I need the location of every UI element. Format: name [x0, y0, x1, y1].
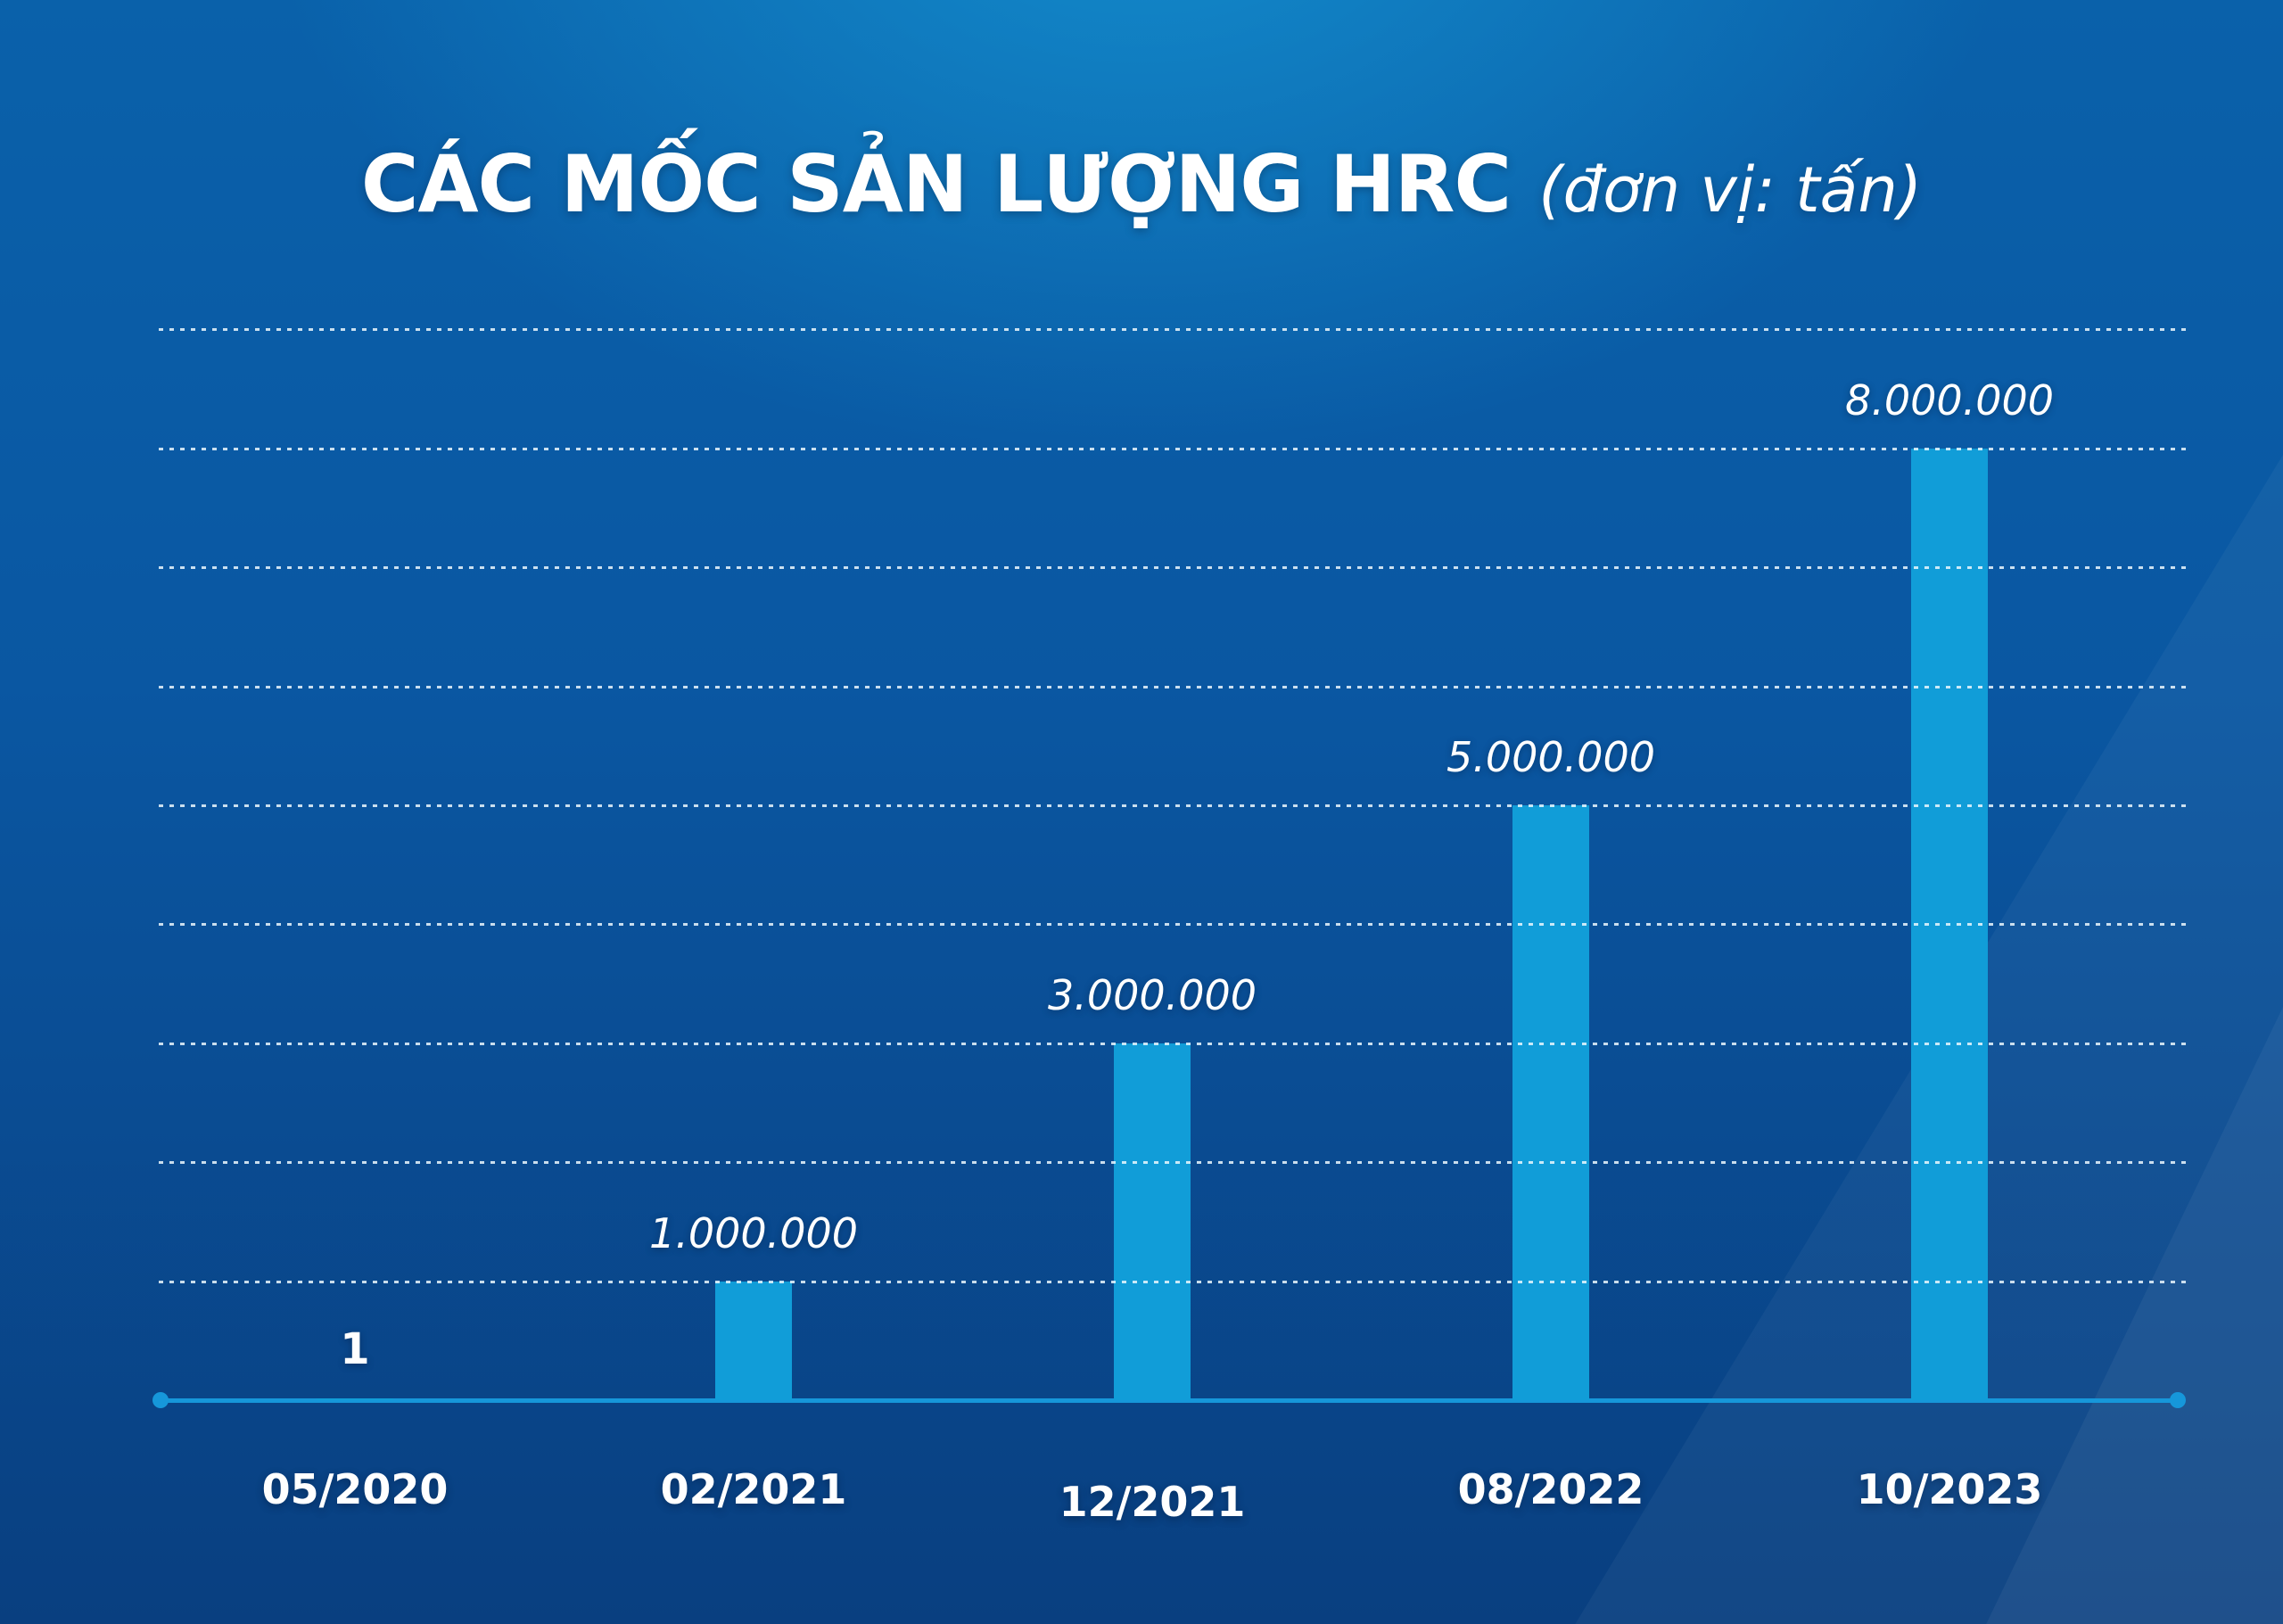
value-label-05-2020: 1 — [340, 1324, 370, 1375]
x-axis-left-dot — [152, 1392, 169, 1408]
chart-title: CÁC MỐC SẢN LƯỢNG HRC (đơn vị: tấn) — [361, 136, 1922, 234]
category-label-08-2022: 08/2022 — [1457, 1465, 1644, 1513]
gridline-4m — [159, 923, 2189, 927]
value-label-10-2023: 8.000.000 — [1844, 376, 2055, 425]
value-label-12-2021: 3.000.000 — [1047, 971, 1257, 1020]
gridline-2m — [159, 1161, 2189, 1165]
gridline-3m — [159, 1042, 2189, 1045]
category-label-05-2020: 05/2020 — [261, 1465, 449, 1513]
bar-02-2021 — [715, 1281, 792, 1400]
value-label-02-2021: 1.000.000 — [648, 1209, 859, 1258]
bar-12-2021 — [1114, 1043, 1191, 1400]
category-label-10-2023: 10/2023 — [1856, 1465, 2043, 1513]
value-label-08-2022: 5.000.000 — [1446, 733, 1656, 782]
gridline-9m — [159, 328, 2189, 332]
category-label-02-2021: 02/2021 — [660, 1465, 847, 1513]
bar-08-2022 — [1512, 805, 1589, 1400]
x-axis-right-dot — [2170, 1392, 2186, 1408]
gridline-5m — [159, 804, 2189, 807]
chart-unit-note: (đơn vị: tấn) — [1538, 153, 1923, 227]
chart-title-text: CÁC MỐC SẢN LƯỢNG HRC — [360, 138, 1512, 230]
gridline-8m — [159, 447, 2189, 450]
gridline-1m — [159, 1280, 2189, 1283]
x-axis-line — [161, 1398, 2178, 1403]
gridline-7m — [159, 566, 2189, 570]
category-label-12-2021: 12/2021 — [1059, 1478, 1246, 1526]
bar-05-2020 — [317, 1398, 393, 1400]
gridline-6m — [159, 685, 2189, 688]
